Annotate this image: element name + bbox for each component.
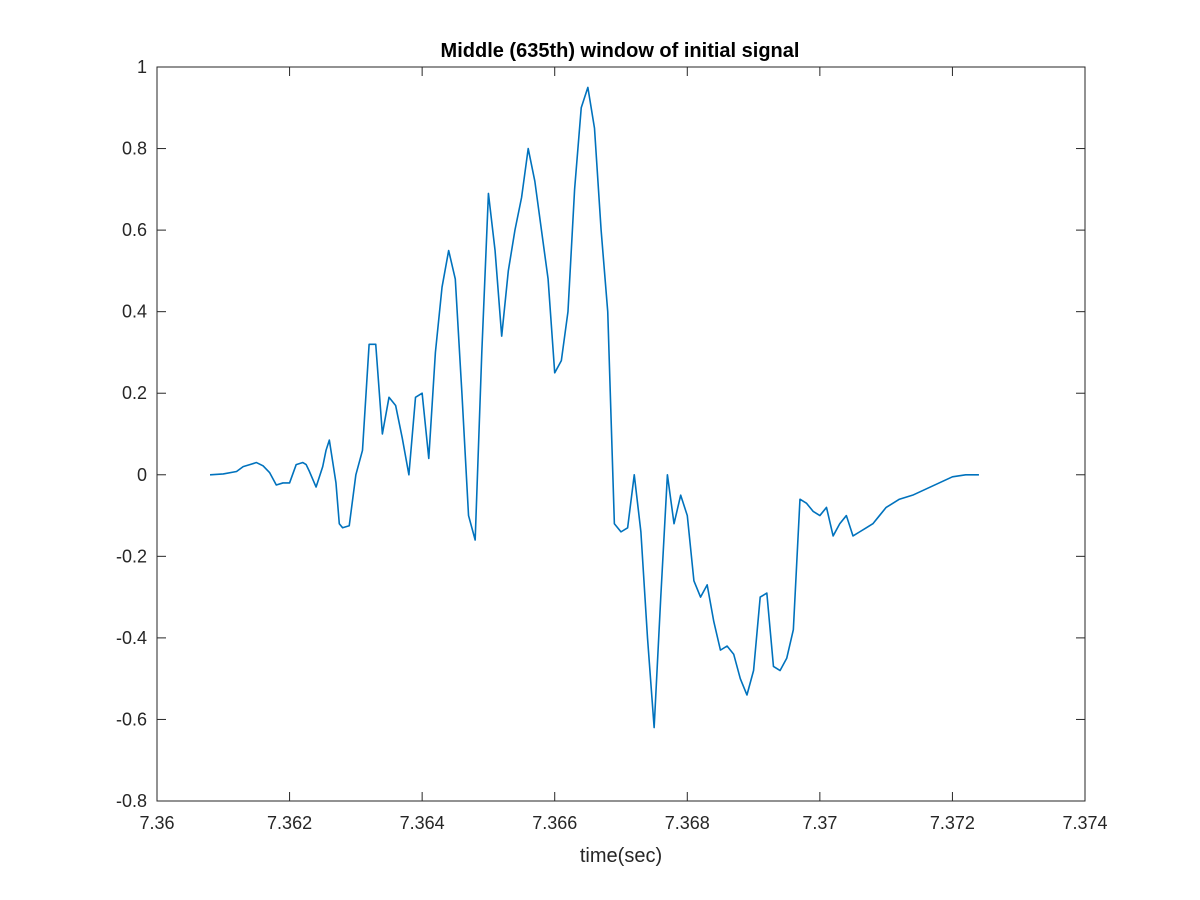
x-tick-label: 7.364 [400, 813, 445, 833]
y-tick-label: -0.8 [116, 791, 147, 811]
y-tick-label: 0.2 [122, 383, 147, 403]
y-axis: -0.8 -0.6 -0.4 -0.2 0 0.2 0.4 0.6 0.8 1 [116, 57, 1085, 811]
y-tick-label: -0.4 [116, 628, 147, 648]
y-tick-label: -0.6 [116, 709, 147, 729]
series-group [209, 86, 979, 729]
x-axis-label: time(sec) [580, 845, 662, 867]
y-tick-label: 0.6 [122, 220, 147, 240]
x-tick-label: 7.366 [532, 813, 577, 833]
series-line [209, 86, 979, 729]
x-tick-label: 7.362 [267, 813, 312, 833]
x-tick-label: 7.36 [139, 813, 174, 833]
y-tick-label: 0.4 [122, 302, 147, 322]
y-tick-label: -0.2 [116, 546, 147, 566]
x-tick-label: 7.37 [802, 813, 837, 833]
y-tick-label: 0 [137, 465, 147, 485]
y-tick-label: 0.8 [122, 139, 147, 159]
x-tick-label: 7.368 [665, 813, 710, 833]
chart-title: Middle (635th) window of initial signal [441, 40, 800, 62]
y-tick-label: 1 [137, 57, 147, 77]
x-tick-label: 7.374 [1062, 813, 1107, 833]
x-axis: 7.36 7.362 7.364 7.366 7.368 7.37 7.372 7.374 [139, 67, 1108, 833]
x-tick-label: 7.372 [930, 813, 975, 833]
axes-box [156, 66, 1086, 802]
